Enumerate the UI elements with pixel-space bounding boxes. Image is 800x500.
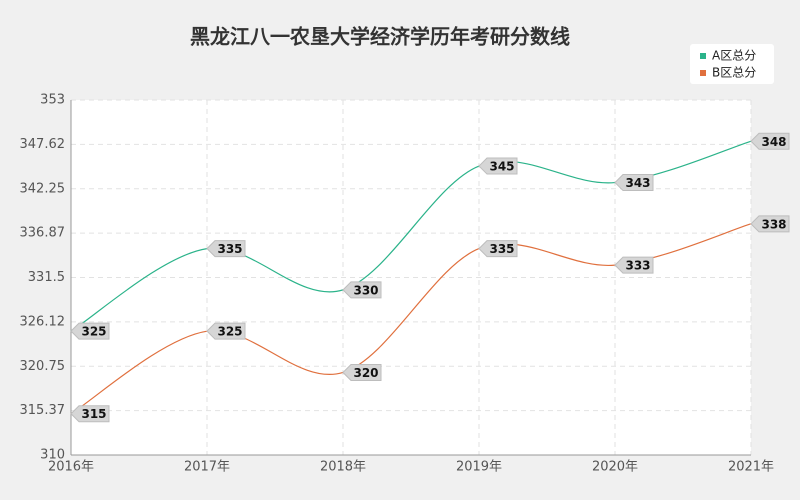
legend-label: A区总分 bbox=[712, 49, 756, 63]
data-label: 325 bbox=[217, 325, 242, 339]
y-tick-label: 315.37 bbox=[20, 403, 66, 418]
x-tick-label: 2021年 bbox=[728, 460, 774, 475]
chart-title: 黑龙江八一农垦大学经济学历年考研分数线 bbox=[190, 25, 570, 49]
data-label: 330 bbox=[353, 283, 378, 297]
data-label: 335 bbox=[489, 242, 514, 256]
data-label-box bbox=[614, 174, 654, 192]
data-label-box bbox=[70, 322, 110, 340]
y-tick-label: 342.25 bbox=[20, 181, 66, 196]
y-tick-label: 347.62 bbox=[20, 137, 66, 152]
x-tick-label: 2019年 bbox=[456, 460, 502, 475]
x-tick-label: 2016年 bbox=[48, 460, 94, 475]
data-label: 335 bbox=[217, 242, 242, 256]
y-tick-label: 326.12 bbox=[20, 314, 66, 329]
plot-area bbox=[71, 100, 751, 455]
y-tick-label: 310 bbox=[40, 448, 65, 463]
data-label: 338 bbox=[761, 217, 786, 231]
data-label-box bbox=[614, 256, 654, 274]
data-label-box bbox=[750, 215, 790, 233]
data-label-box bbox=[750, 132, 790, 150]
data-label-box bbox=[342, 363, 382, 381]
y-tick-label: 331.5 bbox=[28, 270, 65, 285]
data-label: 320 bbox=[353, 366, 378, 380]
legend-box bbox=[690, 44, 774, 84]
data-label: 333 bbox=[625, 259, 650, 273]
data-label: 315 bbox=[81, 407, 106, 421]
data-label: 348 bbox=[761, 135, 786, 149]
data-label-box bbox=[206, 322, 246, 340]
data-label-box bbox=[478, 157, 518, 175]
y-tick-label: 320.75 bbox=[20, 359, 66, 374]
y-tick-label: 336.87 bbox=[20, 226, 66, 241]
legend-swatch bbox=[700, 53, 706, 59]
y-tick-label: 353 bbox=[40, 93, 65, 108]
x-tick-label: 2017年 bbox=[184, 460, 230, 475]
data-label: 325 bbox=[81, 325, 106, 339]
x-tick-label: 2018年 bbox=[320, 460, 366, 475]
data-label-box bbox=[478, 240, 518, 258]
data-label-box bbox=[70, 405, 110, 423]
data-label-box bbox=[342, 281, 382, 299]
data-label-box bbox=[206, 240, 246, 258]
legend-label: B区总分 bbox=[712, 66, 756, 80]
data-label: 345 bbox=[489, 160, 514, 174]
x-tick-label: 2020年 bbox=[592, 460, 638, 475]
data-label: 343 bbox=[625, 176, 650, 190]
legend-swatch bbox=[700, 70, 706, 76]
